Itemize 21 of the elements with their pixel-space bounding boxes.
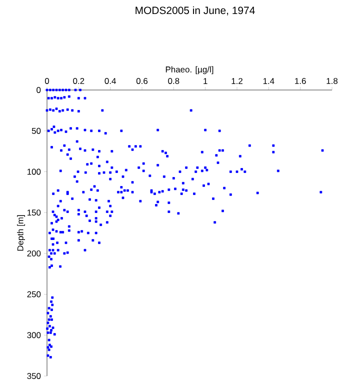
y-tick-label: 200 — [27, 250, 41, 256]
x-tick-label: 1 — [204, 78, 208, 84]
x-axis-title: Phaeo. [µg/l] — [166, 66, 214, 74]
y-tick-label: 100 — [27, 168, 41, 175]
chart-title: MODS2005 in June, 1974 — [136, 6, 255, 16]
x-tick-label: 0 — [44, 78, 50, 84]
x-tick-label: 0.4 — [104, 78, 116, 84]
y-tick-label: 0 — [36, 87, 41, 93]
y-tick-label: 300 — [27, 332, 41, 338]
x-tick-label: 0.8 — [168, 78, 180, 84]
y-axis-title: Depth [m] — [17, 215, 25, 251]
x-tick-label: 1.4 — [263, 78, 274, 84]
x-tick-label: 1.8 — [326, 78, 338, 84]
x-tick-label: 1.6 — [295, 78, 306, 84]
y-tick-label: 250 — [27, 291, 41, 298]
x-tick-label: 1.2 — [232, 78, 242, 84]
x-tick-label: 0.6 — [136, 78, 148, 84]
y-tick-label: 50 — [32, 128, 41, 134]
y-tick-label: 150 — [27, 210, 41, 216]
y-tick-label: 350 — [27, 373, 41, 379]
x-tick-label: 0.2 — [73, 78, 84, 84]
